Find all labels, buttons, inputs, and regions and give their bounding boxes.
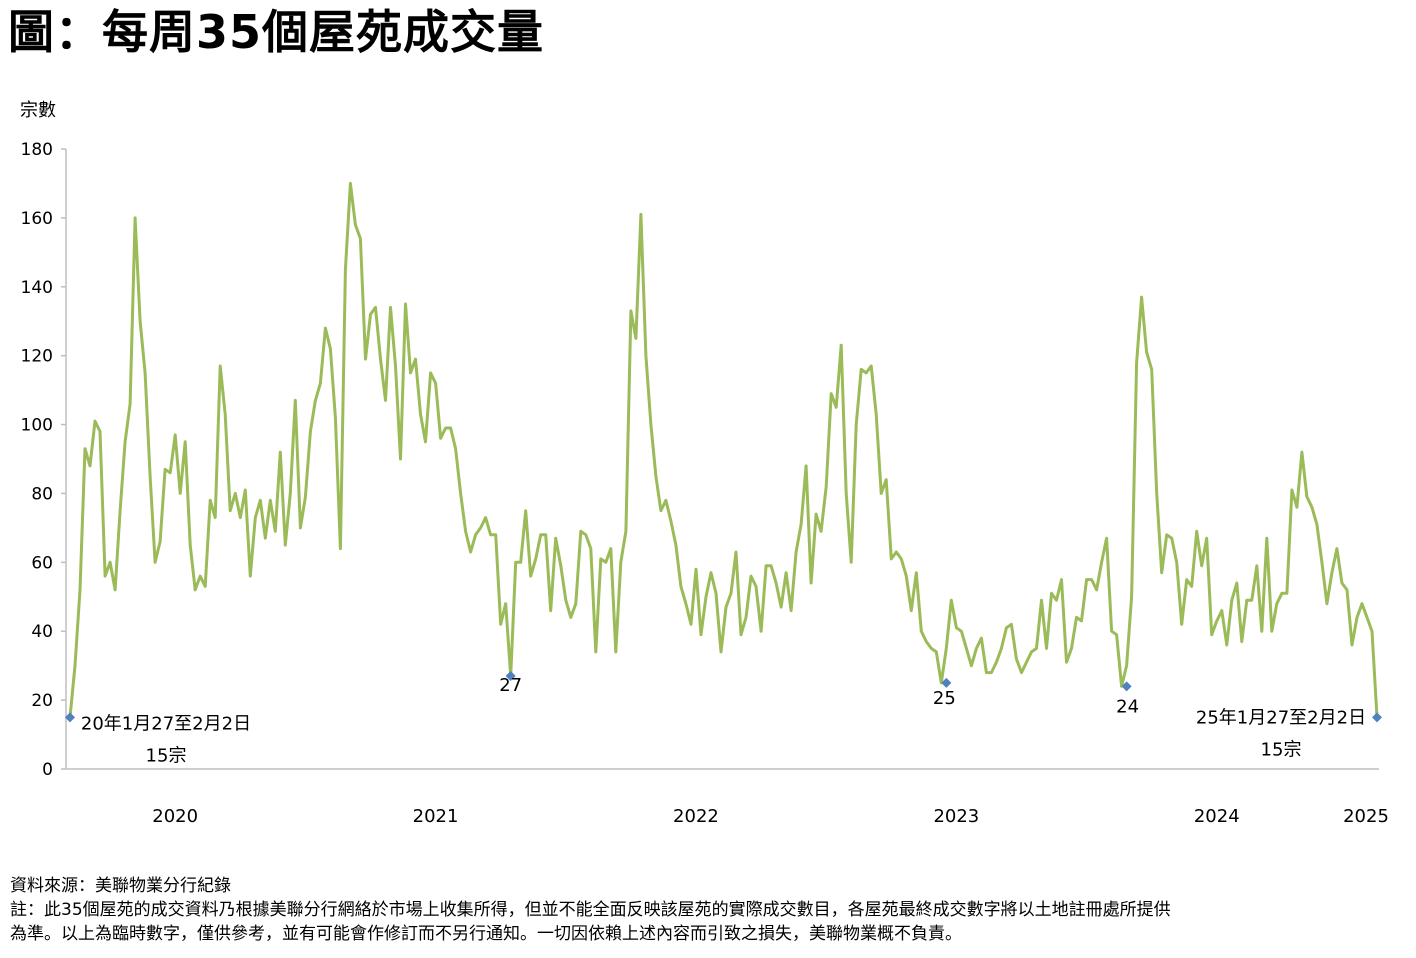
- annotation-label: 20年1月27至2月2日: [81, 713, 251, 734]
- data-point-marker: [1121, 681, 1132, 692]
- x-tick-label: 2023: [933, 806, 979, 827]
- annotation-sublabel: 15宗: [1261, 739, 1302, 760]
- annotation-label: 27: [499, 675, 522, 696]
- annotation-sublabel: 15宗: [146, 745, 187, 766]
- note-line-2: 為準。以上為臨時數字，僅供參考，並有可能會作修訂而不另行通知。一切因依賴上述內容…: [10, 924, 962, 944]
- x-tick-label: 2020: [152, 806, 198, 827]
- y-tick-label: 20: [31, 691, 53, 711]
- notes: 資料來源：美聯物業分行紀錄 註：此35個屋苑的成交資料乃根據美聯分行網絡於市場上…: [10, 874, 1406, 946]
- data-point-marker: [505, 671, 516, 681]
- y-tick-label: 0: [42, 760, 53, 780]
- annotation-label: 25: [933, 688, 956, 709]
- page-title: 圖：每周35個屋苑成交量: [8, 5, 545, 59]
- x-tick-label: 2021: [413, 806, 459, 827]
- data-point-marker: [65, 712, 75, 723]
- x-tick-label: 2025: [1343, 806, 1389, 827]
- tick-labels: 0 20 40 60 80 100 120 140 160 180 2020 2021 2022 2023…: [21, 140, 1389, 827]
- markers-layer: [65, 671, 1382, 723]
- x-tick-label: 2022: [673, 806, 719, 827]
- axes: [61, 148, 1379, 770]
- note-line-1: 註：此35個屋苑的成交資料乃根據美聯分行網絡於市場上收集所得，但並不能全面反映該…: [10, 900, 1171, 920]
- y-tick-label: 60: [31, 553, 53, 573]
- y-tick-label: 100: [21, 416, 53, 436]
- y-tick-label: 80: [31, 484, 53, 504]
- y-axis-label: 宗數: [20, 100, 56, 121]
- series-layer: [68, 181, 1379, 718]
- line-chart: 宗數 0 20 40 60 80 100 120 140 160 180 2020 2021 2022 2…: [20, 100, 1389, 827]
- y-tick-label: 180: [21, 140, 53, 160]
- series-line: [68, 181, 1379, 718]
- y-tick-label: 120: [21, 347, 53, 367]
- source-text: 資料來源：美聯物業分行紀錄: [10, 876, 231, 896]
- y-tick-label: 140: [21, 278, 53, 298]
- y-tick-label: 160: [21, 209, 53, 229]
- y-tick-label: 40: [31, 622, 53, 642]
- x-tick-label: 2024: [1194, 806, 1240, 827]
- data-point-marker: [1372, 712, 1382, 723]
- annotation-label: 25年1月27至2月2日: [1196, 707, 1366, 728]
- data-point-marker: [941, 677, 952, 688]
- annotations-layer: 20年1月27至2月2日 15宗 27 25 24 25年1月27至2月2日 15宗: [81, 675, 1366, 766]
- annotation-label: 24: [1116, 696, 1139, 717]
